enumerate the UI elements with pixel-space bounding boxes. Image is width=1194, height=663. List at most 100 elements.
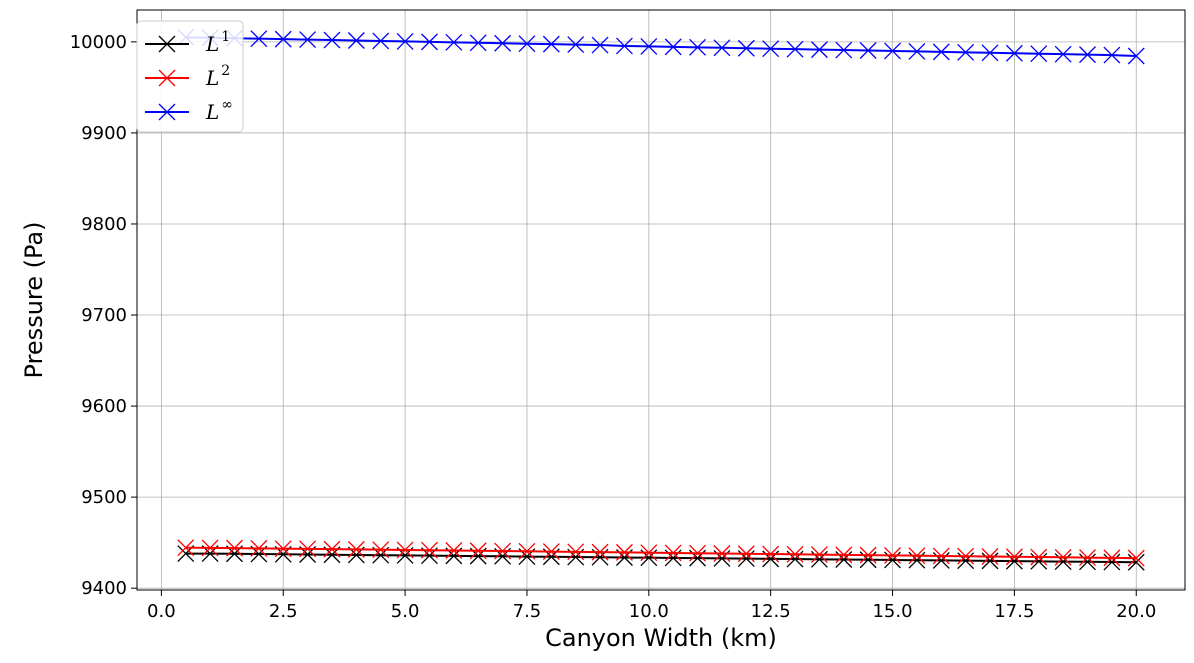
data-point xyxy=(786,40,804,58)
legend-label-superscript: 1 xyxy=(221,29,230,45)
data-point xyxy=(445,33,463,51)
x-tick-label: 2.5 xyxy=(269,601,298,622)
y-tick-label: 9700 xyxy=(81,305,127,326)
data-point xyxy=(250,30,268,48)
data-point xyxy=(932,547,950,565)
data-point xyxy=(226,539,243,557)
data-point xyxy=(1079,549,1096,567)
x-axis-label: Canyon Width (km) xyxy=(545,624,777,652)
data-point xyxy=(908,547,926,565)
data-point xyxy=(859,546,877,564)
grid xyxy=(137,10,1185,590)
data-point xyxy=(567,543,585,561)
data-point xyxy=(469,542,487,560)
data-point xyxy=(396,541,414,559)
x-tick-label: 17.5 xyxy=(994,601,1034,622)
data-point xyxy=(981,44,999,62)
legend-box xyxy=(136,20,244,133)
data-point xyxy=(786,545,804,563)
data-point xyxy=(347,540,365,558)
data-point xyxy=(1127,47,1145,65)
data-point xyxy=(518,35,536,53)
data-point xyxy=(518,542,536,560)
data-point xyxy=(1127,553,1145,571)
data-point xyxy=(1103,46,1121,64)
x-axis: 0.0 2.5 5.0 7.5 10.0 12.5 15.0 17.5 20.0 xyxy=(147,590,1156,622)
data-point xyxy=(1054,548,1072,566)
data-point xyxy=(762,545,780,563)
data-point xyxy=(713,39,731,57)
legend-label: L ∞ xyxy=(205,97,233,124)
data-point xyxy=(908,42,926,60)
data-point xyxy=(762,40,780,58)
data-point xyxy=(1079,553,1096,571)
data-point xyxy=(372,32,390,50)
data-point xyxy=(201,539,219,557)
y-tick-label: 9900 xyxy=(81,123,127,144)
legend-marker xyxy=(158,35,176,53)
data-point xyxy=(299,540,317,558)
data-point xyxy=(810,546,828,564)
data-point xyxy=(957,43,975,61)
data-point xyxy=(274,30,292,48)
data-point xyxy=(299,31,317,49)
data-point xyxy=(494,542,512,560)
data-point xyxy=(177,539,195,557)
data-point xyxy=(250,539,268,557)
data-point xyxy=(323,540,341,558)
legend-marker xyxy=(158,69,176,87)
data-point xyxy=(1127,549,1145,567)
data-point xyxy=(737,39,755,57)
plot-frame xyxy=(136,9,1186,591)
data-point xyxy=(1030,548,1048,566)
data-point xyxy=(1054,45,1072,63)
data-point xyxy=(640,544,658,562)
x-tick-label: 10.0 xyxy=(629,601,669,622)
y-tick-label: 10000 xyxy=(70,32,127,53)
y-tick-label: 9800 xyxy=(81,214,127,235)
data-point xyxy=(932,43,950,61)
y-axis-label: Pressure (Pa) xyxy=(20,222,48,379)
data-point xyxy=(421,541,438,559)
data-point xyxy=(884,546,901,564)
data-point xyxy=(615,543,633,561)
data-point xyxy=(835,41,853,59)
x-tick-label: 7.5 xyxy=(513,601,542,622)
x-tick-label: 5.0 xyxy=(391,601,420,622)
y-tick-label: 9400 xyxy=(81,578,127,599)
series-1 xyxy=(177,539,1145,567)
data-point xyxy=(835,546,853,564)
series-2 xyxy=(177,28,1145,65)
data-point xyxy=(1103,549,1121,567)
data-point xyxy=(542,543,560,561)
data-point xyxy=(737,545,755,563)
data-point xyxy=(274,540,292,558)
data-point xyxy=(664,544,682,562)
data-point xyxy=(810,41,828,59)
data-point xyxy=(859,42,877,59)
data-point xyxy=(1103,553,1121,571)
data-point xyxy=(689,38,707,56)
data-point xyxy=(494,34,512,52)
legend-item: L ∞ xyxy=(145,97,233,124)
x-tick-label: 20.0 xyxy=(1116,601,1156,622)
data-point xyxy=(1030,45,1048,63)
data-point xyxy=(421,33,438,51)
data-point xyxy=(1005,44,1023,62)
legend-label-base: L xyxy=(205,66,219,90)
x-tick-label: 12.5 xyxy=(751,601,791,622)
x-tick-label: 15.0 xyxy=(872,601,912,622)
legend-label-base: L xyxy=(205,32,219,56)
y-axis: 9400 9500 9600 9700 9800 9900 10000 xyxy=(70,32,137,599)
series-line xyxy=(185,546,1137,560)
data-point xyxy=(957,547,975,565)
data-point xyxy=(567,36,585,54)
legend-label-base: L xyxy=(205,100,219,124)
data-point xyxy=(469,34,487,52)
data-point xyxy=(981,548,999,565)
y-tick-label: 9500 xyxy=(81,487,127,508)
